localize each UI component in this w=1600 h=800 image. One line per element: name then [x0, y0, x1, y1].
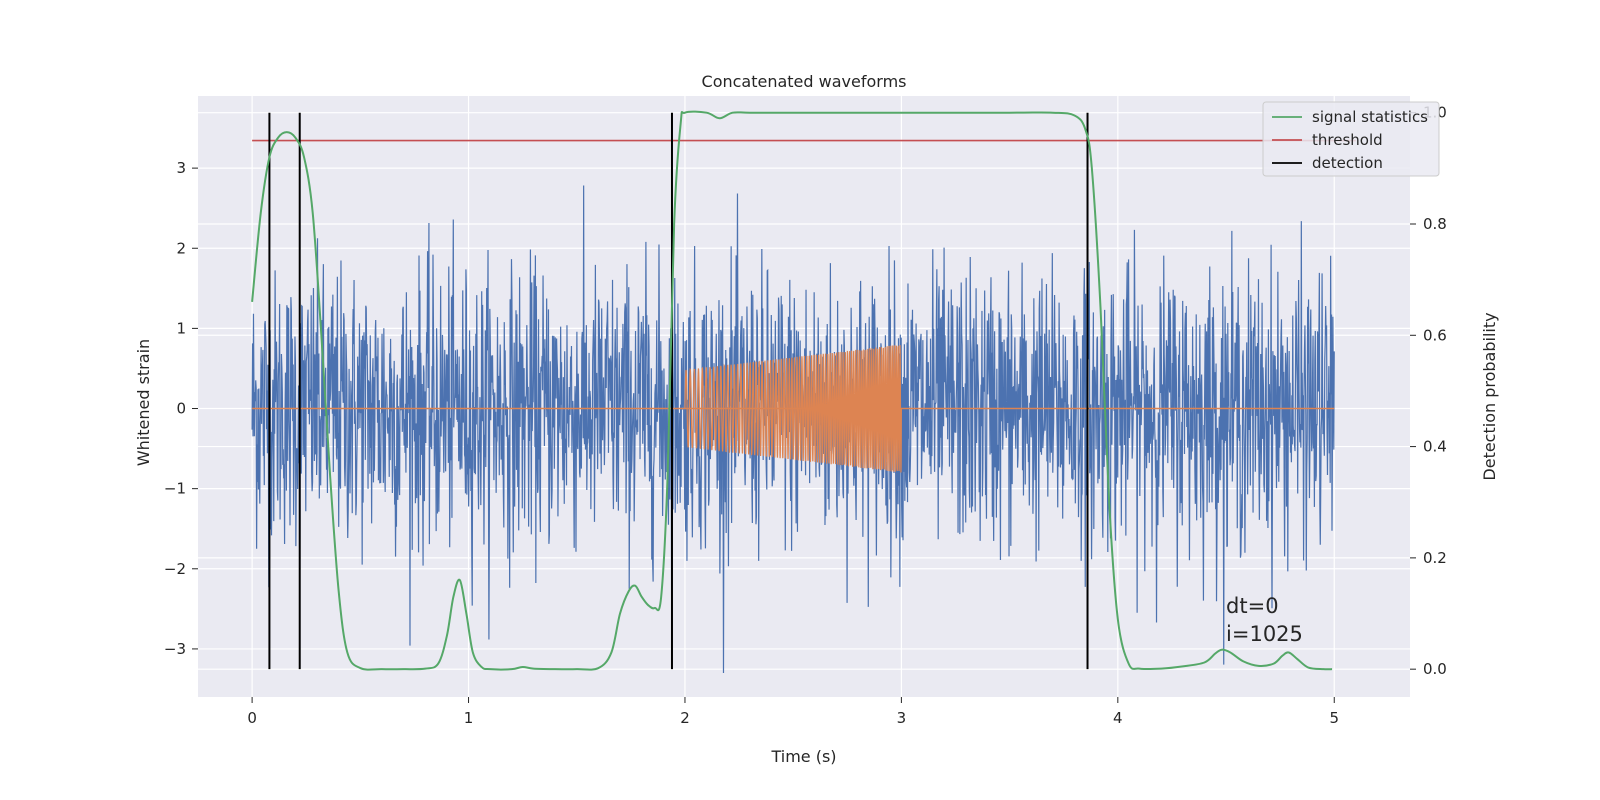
x-axis-label: Time (s) [770, 747, 836, 766]
y-axis-label: Whitened strain [134, 339, 153, 466]
x-tick-label: 5 [1329, 709, 1339, 727]
y-tick-label: 3 [176, 159, 186, 177]
annotation-index: i=1025 [1226, 622, 1303, 646]
right-y-tick-label: 0.6 [1423, 326, 1447, 344]
right-axis-ticks: 0.00.20.40.60.81.0 [1410, 104, 1447, 678]
y-tick-label: −2 [164, 560, 186, 578]
y-tick-label: −3 [164, 640, 186, 658]
legend-label-threshold: threshold [1312, 131, 1383, 149]
plot-content [251, 110, 1356, 673]
signal-statistics-line [251, 110, 1333, 671]
legend-label-detection: detection [1312, 154, 1383, 172]
y-tick-label: −1 [164, 480, 186, 498]
right-y-tick-label: 0.8 [1423, 215, 1447, 233]
x-tick-label: 2 [680, 709, 690, 727]
detection-lines [268, 112, 1089, 670]
right-y-tick-label: 0.2 [1423, 549, 1447, 567]
right-y-tick-label: 0.4 [1423, 438, 1447, 456]
x-axis-ticks: 0 1 2 3 4 5 [247, 697, 1339, 727]
legend-label-signal-statistics: signal statistics [1312, 108, 1428, 126]
y-tick-label: 0 [176, 400, 186, 418]
legend: signal statistics threshold detection [1262, 101, 1440, 177]
right-y-tick-label: 0.0 [1423, 660, 1447, 678]
annotation-dt: dt=0 [1226, 594, 1279, 618]
x-tick-label: 0 [247, 709, 257, 727]
right-y-axis-label: Detection probability [1480, 312, 1499, 480]
legend-box [1262, 101, 1440, 177]
left-axis-ticks: −3 −2 −1 0 1 2 3 [164, 159, 198, 658]
noise-series-line [251, 185, 1335, 673]
y-tick-label: 1 [176, 319, 186, 337]
chart-title: Concatenated waveforms [702, 72, 907, 91]
x-tick-label: 4 [1113, 709, 1123, 727]
x-tick-label: 1 [464, 709, 474, 727]
x-tick-label: 3 [897, 709, 907, 727]
injected-signal-line [684, 345, 902, 473]
y-tick-label: 2 [176, 239, 186, 257]
